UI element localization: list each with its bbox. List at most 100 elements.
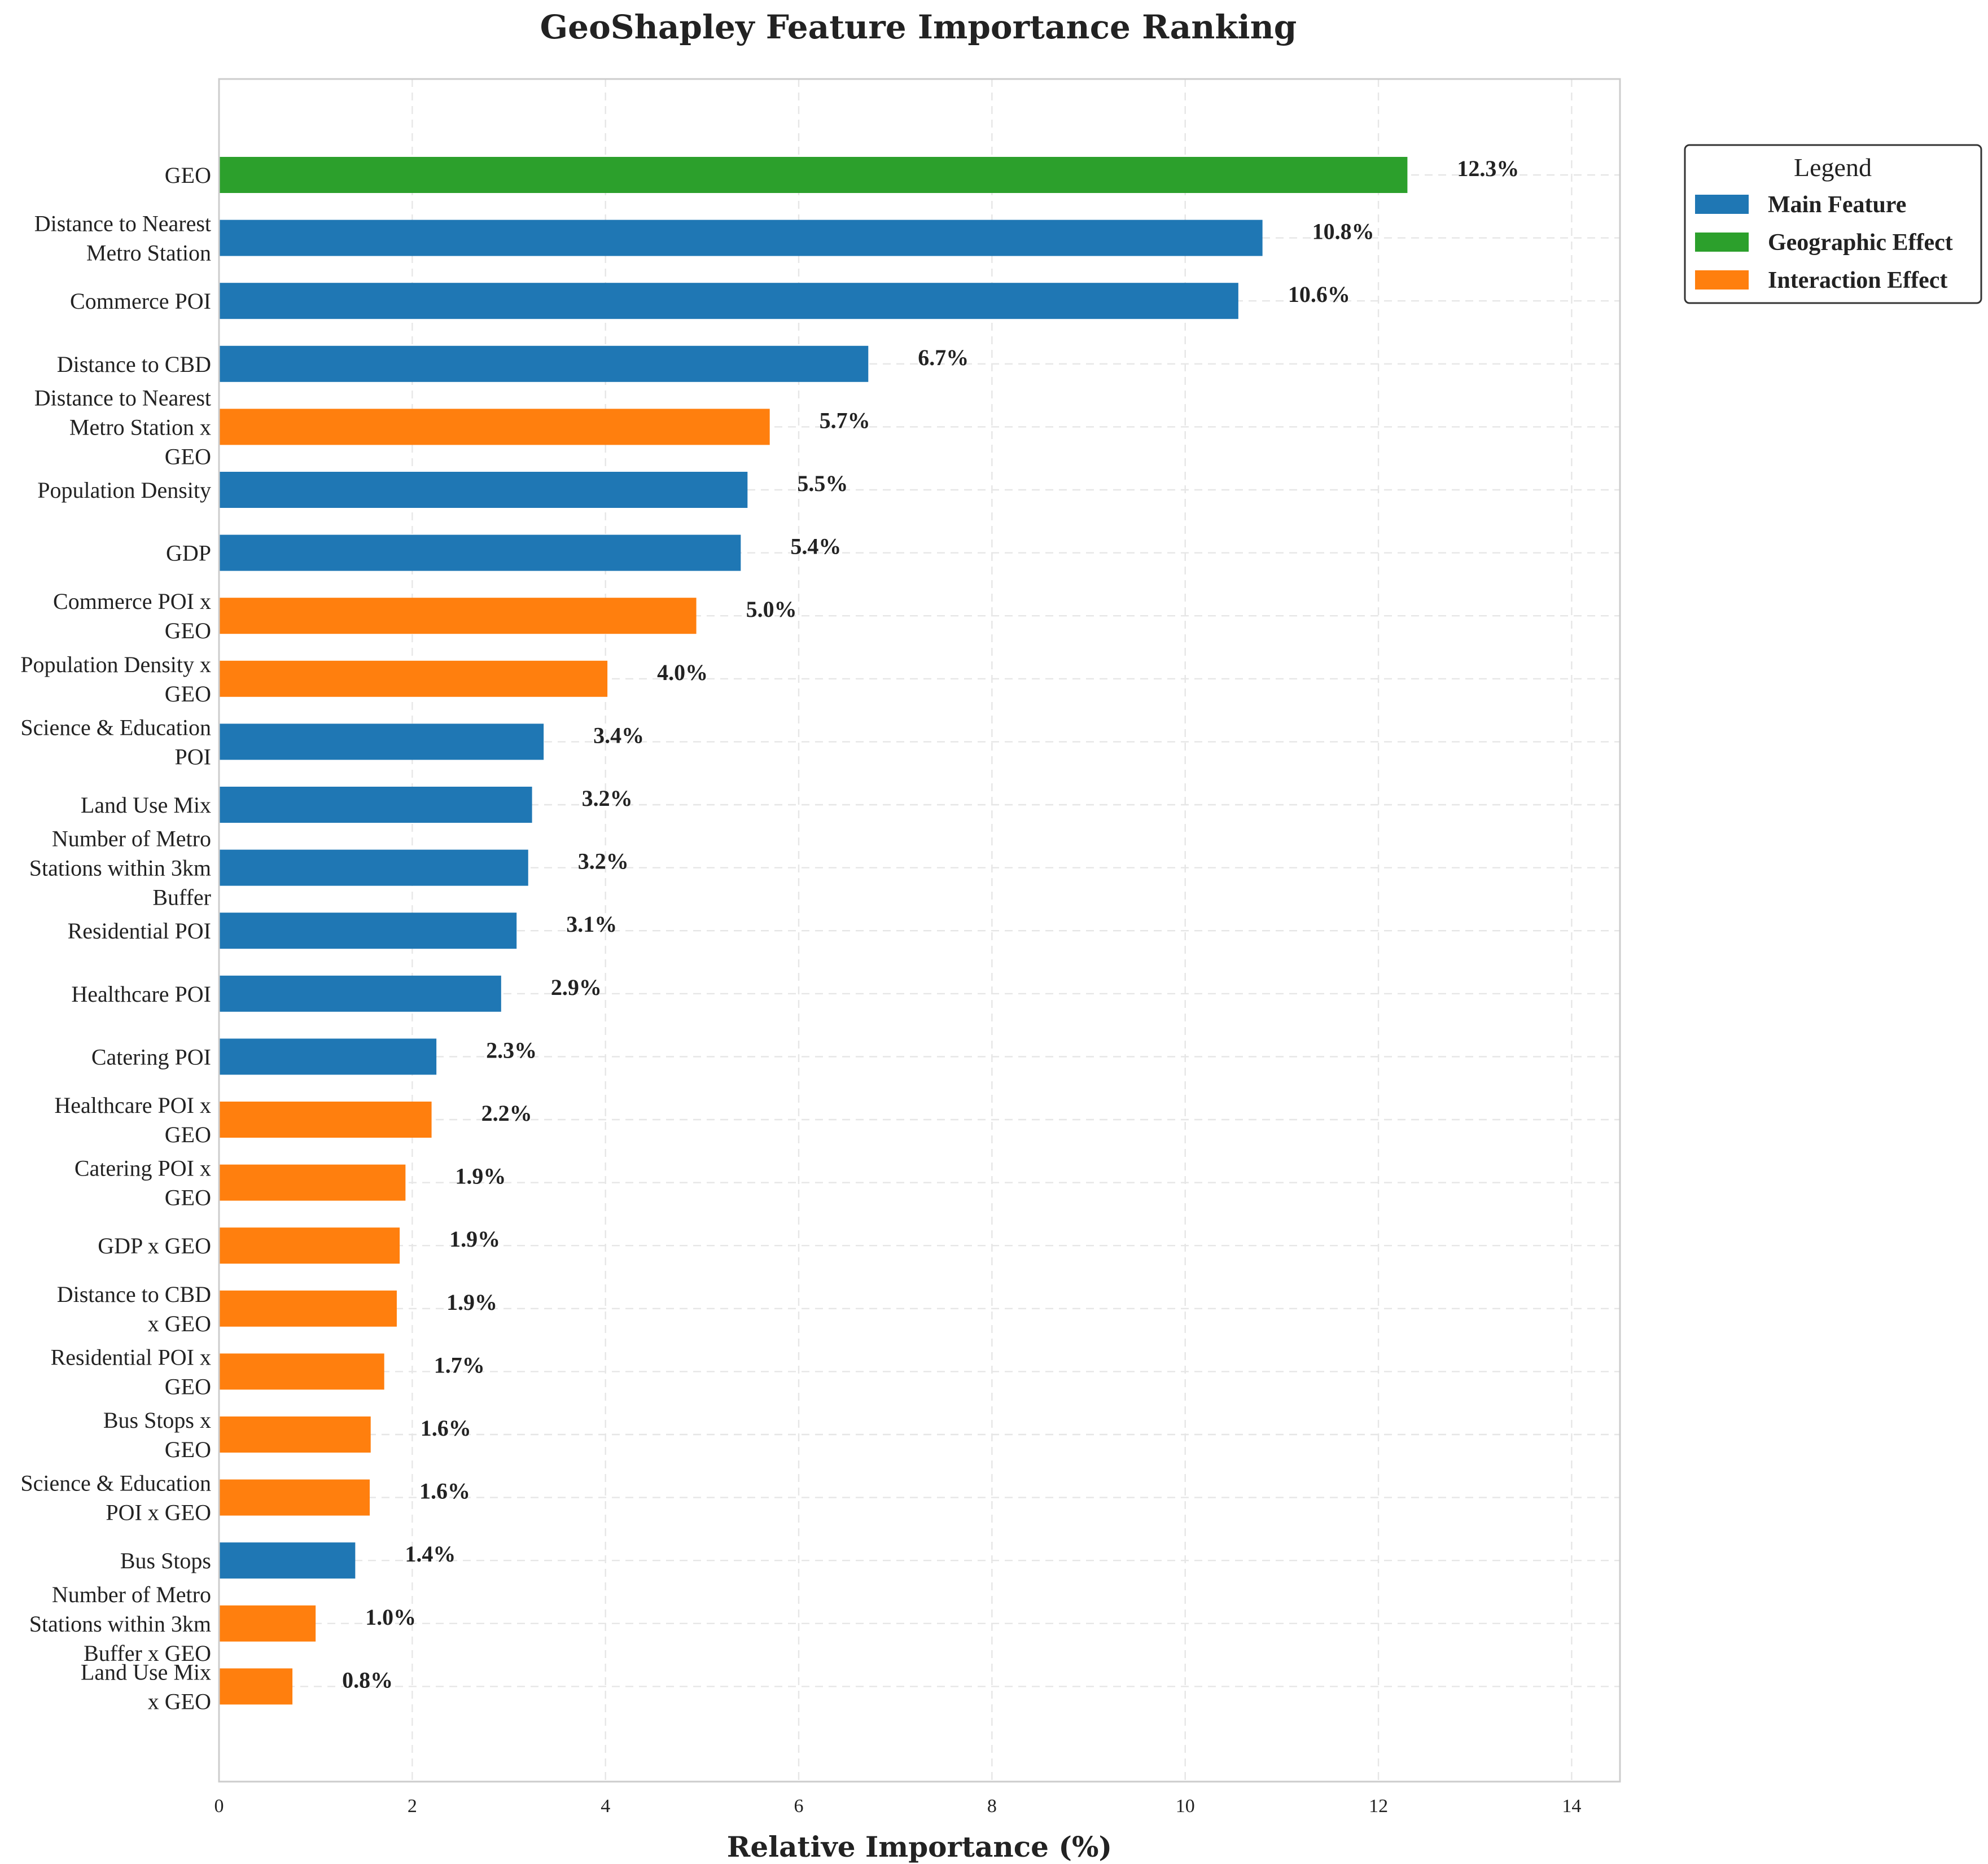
y-tick-label-line: GDP x GEO bbox=[98, 1233, 211, 1258]
x-tick-label: 2 bbox=[408, 1796, 417, 1817]
x-axis-label: Relative Importance (%) bbox=[727, 1830, 1112, 1863]
x-tick-labels: 0 2 4 6 8 10 12 14 bbox=[214, 1796, 1582, 1817]
y-tick-label-line: Science & Education bbox=[20, 1471, 211, 1496]
bar bbox=[219, 723, 544, 760]
y-tick-label: Residential POI x GEO bbox=[51, 1344, 211, 1399]
bar-value-label: 2.9% bbox=[551, 975, 602, 1000]
bar bbox=[219, 913, 517, 949]
bar bbox=[219, 472, 748, 508]
y-tick-label: Population Density x GEO bbox=[20, 652, 211, 707]
y-tick-label-line: Catering POI bbox=[91, 1044, 211, 1069]
x-tick-label: 4 bbox=[601, 1796, 610, 1817]
y-tick-label: Bus Stops x GEO bbox=[103, 1407, 211, 1462]
y-tick-label-line: Population Density x bbox=[20, 652, 211, 677]
y-tick-label: Catering POI bbox=[91, 1044, 211, 1069]
y-tick-label: Distance to Nearest Metro Station bbox=[34, 211, 211, 266]
bar-value-label: 1.0% bbox=[365, 1604, 416, 1630]
bar bbox=[219, 598, 697, 634]
bar-value-label: 4.0% bbox=[657, 660, 708, 685]
y-tick-label-line: Bus Stops bbox=[120, 1548, 211, 1573]
y-tick-label-line: Commerce POI bbox=[70, 288, 211, 314]
legend-swatch-interaction bbox=[1695, 270, 1749, 290]
y-tick-label-line: Land Use Mix bbox=[81, 1659, 211, 1685]
y-tick-label: GDP x GEO bbox=[98, 1233, 211, 1258]
bar bbox=[219, 1605, 316, 1642]
chart-title: GeoShapley Feature Importance Ranking bbox=[540, 8, 1297, 46]
y-tick-label-line: Number of Metro bbox=[52, 826, 211, 852]
bar-value-label: 3.1% bbox=[566, 911, 617, 937]
y-tick-label-line: POI bbox=[175, 744, 211, 769]
y-tick-label: Residential POI bbox=[68, 918, 211, 944]
legend-label-main: Main Feature bbox=[1768, 192, 1906, 218]
legend-title: Legend bbox=[1794, 153, 1872, 182]
legend-box bbox=[1684, 144, 1982, 304]
y-tick-label-line: GEO bbox=[165, 1122, 211, 1147]
y-tick-label-line: GEO bbox=[165, 1437, 211, 1462]
bar-value-label: 12.3% bbox=[1457, 156, 1519, 181]
bar-value-label: 5.5% bbox=[797, 471, 848, 496]
x-tick-label: 12 bbox=[1369, 1796, 1388, 1817]
bar bbox=[219, 409, 770, 445]
bar bbox=[219, 660, 608, 697]
y-tick-label-line: GEO bbox=[165, 444, 211, 469]
y-tick-label-line: Metro Station x bbox=[69, 414, 211, 440]
y-tick-label: Bus Stops bbox=[120, 1548, 211, 1573]
bar-value-label: 2.2% bbox=[481, 1100, 532, 1126]
y-tick-label-line: GEO bbox=[165, 1185, 211, 1210]
x-tick-label: 8 bbox=[987, 1796, 997, 1817]
bar bbox=[219, 1479, 370, 1516]
bar bbox=[219, 1416, 371, 1453]
bar-value-label: 10.8% bbox=[1312, 219, 1374, 244]
y-tick-label: Catering POI x GEO bbox=[75, 1156, 211, 1210]
bar-value-label: 5.4% bbox=[790, 534, 841, 559]
y-tick-label-line: x GEO bbox=[148, 1688, 211, 1714]
y-tick-label-line: Catering POI x bbox=[75, 1156, 211, 1181]
legend-swatch-main bbox=[1695, 195, 1749, 214]
bar-value-label: 1.9% bbox=[449, 1226, 500, 1252]
legend: Legend Main Feature Geographic Effect Inter… bbox=[1684, 144, 1982, 304]
y-tick-label: Science & Education POI bbox=[20, 714, 211, 769]
plot-frame bbox=[218, 78, 1621, 1783]
y-tick-label: Healthcare POI x GEO bbox=[54, 1093, 211, 1147]
bar-value-label: 0.8% bbox=[342, 1667, 393, 1692]
bar bbox=[219, 1668, 293, 1705]
bar bbox=[219, 849, 528, 886]
bar-value-label: 1.4% bbox=[405, 1541, 456, 1567]
bar-value-label: 3.2% bbox=[582, 786, 633, 811]
bar-value-label: 3.4% bbox=[593, 722, 644, 748]
y-tick-label: GEO bbox=[165, 163, 211, 188]
y-tick-label: Healthcare POI bbox=[71, 981, 211, 1007]
y-tick-label: Distance to CBD x GEO bbox=[57, 1282, 211, 1336]
y-tick-label-line: Distance to CBD bbox=[57, 1282, 211, 1307]
legend-label-geo: Geographic Effect bbox=[1768, 230, 1953, 256]
y-tick-label: Science & Education POI x GEO bbox=[20, 1471, 211, 1525]
y-tick-label: Commerce POI x GEO bbox=[53, 589, 211, 643]
bar bbox=[219, 1542, 356, 1579]
y-tick-label: Distance to Nearest Metro Station x GEO bbox=[34, 385, 211, 469]
y-tick-label-line: Commerce POI x bbox=[53, 589, 211, 614]
x-tick-label: 14 bbox=[1562, 1796, 1581, 1817]
y-tick-label-line: Population Density bbox=[37, 477, 211, 503]
bar bbox=[219, 534, 741, 571]
y-tick-label: Population Density bbox=[37, 477, 211, 503]
bar-value-label: 1.9% bbox=[455, 1164, 506, 1189]
bar bbox=[219, 1102, 432, 1138]
bar-value-label: 5.7% bbox=[820, 407, 870, 433]
x-tick-label: 10 bbox=[1176, 1796, 1195, 1817]
y-tick-label: Number of Metro Stations within 3km Buffer bbox=[29, 826, 211, 910]
y-tick-label-line: Distance to Nearest bbox=[34, 385, 211, 410]
y-tick-labels: GEO Distance to Nearest Metro Station Comme… bbox=[20, 163, 211, 1714]
y-tick-label-line: Metro Station bbox=[86, 240, 211, 266]
y-tick-label: Commerce POI bbox=[70, 288, 211, 314]
bar bbox=[219, 975, 501, 1012]
y-tick-label-line: Bus Stops x bbox=[103, 1407, 211, 1433]
y-tick-label-line: Land Use Mix bbox=[81, 792, 211, 818]
y-tick-label-line: Number of Metro bbox=[52, 1582, 211, 1607]
y-tick-label-line: Stations within 3km bbox=[29, 1611, 211, 1637]
bar bbox=[219, 220, 1263, 256]
bar-value-label: 1.6% bbox=[421, 1415, 471, 1441]
bar bbox=[219, 283, 1238, 319]
bars-layer bbox=[219, 157, 1408, 1705]
y-tick-label-line: Distance to CBD bbox=[57, 352, 211, 377]
